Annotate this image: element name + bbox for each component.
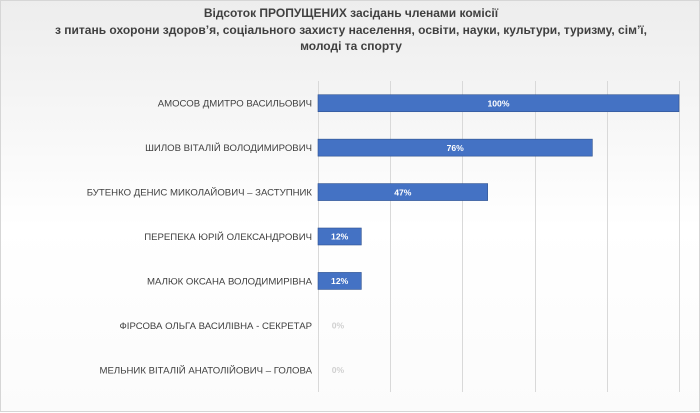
category-label: БУТЕНКО ДЕНИС МИКОЛАЙОВИЧ – ЗАСТУПНИК [87,187,313,199]
bar [317,272,362,290]
category-label: ШИЛОВ ВІТАЛІЙ ВОЛОДИМИРОВИЧ [145,142,312,154]
chart-title-line-1: Відсоток ПРОПУЩЕНИХ засідань членами ком… [203,6,499,20]
category-label: МАЛЮК ОКСАНА ВОЛОДИМИРІВНА [147,276,313,287]
bar [317,183,488,201]
data-label: 0% [332,365,345,375]
data-label: 100% [488,98,510,108]
chart-title-line-2: з питань охорони здоров’я, соціального з… [55,22,647,37]
data-label: 47% [394,187,412,197]
category-label: АМОСОВ ДМИТРО ВАСИЛЬОВИЧ [158,99,312,110]
bar [317,138,593,157]
chart-title-line-3: молоді та спорту [300,39,402,53]
bar [317,227,362,246]
data-label: 12% [331,232,349,242]
chart-title: Відсоток ПРОПУЩЕНИХ засідань членами ком… [1,5,700,55]
data-label: 0% [332,321,345,331]
data-label: 76% [447,143,465,153]
bar [317,94,680,113]
category-label: МЕЛЬНИК ВІТАЛІЙ АНАТОЛІЙОВИЧ – ГОЛОВА [100,364,313,376]
category-label: ФІРСОВА ОЛЬГА ВАСИЛІВНА - СЕКРЕТАР [120,321,313,332]
category-label: ПЕРЕПЕКА ЮРІЙ ОЛЕКСАНДРОВИЧ [144,231,312,243]
data-label: 12% [331,276,349,286]
